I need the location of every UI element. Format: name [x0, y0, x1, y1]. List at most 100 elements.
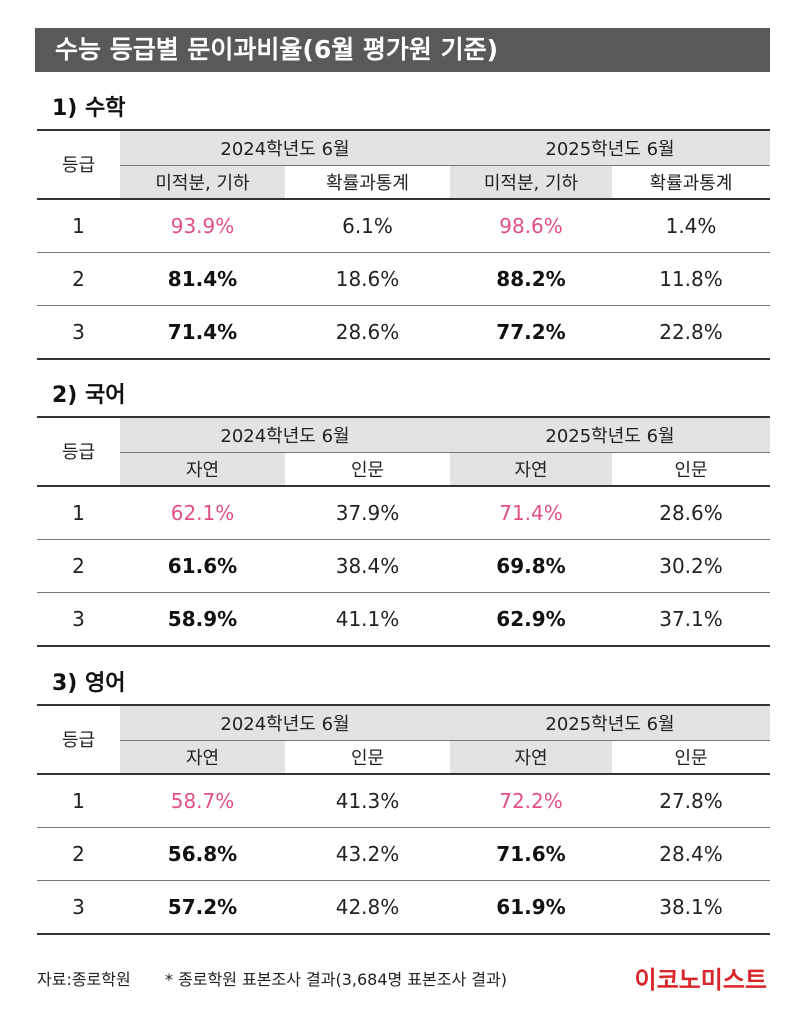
subheader-bg [120, 166, 285, 198]
subheader-bg [450, 741, 612, 773]
grade-cell: 3 [72, 895, 85, 919]
value-cell: 43.2% [335, 842, 400, 866]
value-cell: 77.2% [496, 320, 566, 344]
grade-cell: 1 [72, 501, 85, 525]
grade-header: 등급 [61, 155, 96, 176]
value-cell: 93.9% [170, 214, 235, 238]
sub-header: 자연 [185, 748, 220, 769]
year-header: 2024학년도 6월 [220, 138, 350, 160]
source: 자료:종로학원 [37, 970, 131, 989]
subheader-bg [120, 453, 285, 485]
grade-header: 등급 [61, 730, 96, 751]
row-line [37, 592, 770, 593]
sub-header: 미적분, 기하 [155, 173, 250, 194]
value-cell: 88.2% [496, 267, 566, 291]
value-cell: 37.9% [335, 501, 400, 525]
year-header: 2024학년도 6월 [220, 713, 350, 735]
table-bottom-line [37, 933, 770, 935]
table-bottom-line [37, 358, 770, 360]
sub-header: 인문 [674, 748, 708, 769]
sub-header: 인문 [350, 748, 385, 769]
value-cell: 11.8% [659, 267, 723, 291]
sub-header: 인문 [350, 460, 385, 481]
value-cell: 41.1% [335, 607, 400, 631]
grade-cell: 1 [72, 789, 85, 813]
subheader-bg [450, 453, 612, 485]
year-header: 2025학년도 6월 [545, 425, 675, 447]
header-bottom-line [37, 485, 770, 487]
value-cell: 6.1% [342, 214, 393, 238]
row-line [37, 880, 770, 881]
sub-header: 확률과통계 [326, 173, 409, 194]
value-cell: 62.1% [170, 501, 235, 525]
table-top-line [37, 704, 770, 706]
header-bottom-line [37, 198, 770, 200]
value-cell: 38.4% [335, 554, 400, 578]
year-header: 2025학년도 6월 [545, 138, 675, 160]
table-top-line [37, 416, 770, 418]
sub-header: 미적분, 기하 [483, 173, 579, 194]
row-line [37, 539, 770, 540]
header-bg [120, 705, 770, 740]
grade-cell: 1 [72, 214, 85, 238]
header-bottom-line [37, 773, 770, 775]
value-cell: 72.2% [499, 789, 563, 813]
sub-header: 자연 [514, 460, 548, 481]
subheader-bg [120, 741, 285, 773]
year-header: 2025학년도 6월 [545, 713, 675, 735]
value-cell: 27.8% [659, 789, 723, 813]
value-cell: 38.1% [659, 895, 723, 919]
value-cell: 1.4% [665, 214, 717, 238]
note: * 종로학원 표본조사 결과(3,684명 표본조사 결과) [165, 970, 507, 989]
value-cell: 41.3% [335, 789, 400, 813]
value-cell: 56.8% [167, 842, 238, 866]
section-heading: 1) 수학 [52, 96, 126, 121]
header-line [120, 165, 770, 166]
value-cell: 61.6% [167, 554, 238, 578]
section-heading: 3) 영어 [52, 671, 126, 696]
grade-cell: 3 [72, 607, 85, 631]
value-cell: 42.8% [335, 895, 400, 919]
sub-header: 인문 [674, 460, 708, 481]
value-cell: 18.6% [335, 267, 400, 291]
subheader-bg [450, 166, 612, 198]
value-cell: 71.4% [167, 320, 238, 344]
value-cell: 61.9% [496, 895, 566, 919]
header-bg [120, 417, 770, 452]
sub-header: 자연 [185, 460, 220, 481]
title: 수능 등급별 문이과비율(6월 평가원 기준) [35, 28, 770, 72]
value-cell: 98.6% [499, 214, 563, 238]
header-line [120, 740, 770, 741]
value-cell: 71.6% [496, 842, 566, 866]
value-cell: 62.9% [496, 607, 566, 631]
row-line [37, 827, 770, 828]
grade-cell: 2 [72, 554, 85, 578]
header-bg [120, 130, 770, 165]
section-heading: 2) 국어 [52, 383, 126, 408]
value-cell: 28.4% [659, 842, 723, 866]
sub-header: 확률과통계 [649, 173, 733, 194]
value-cell: 58.7% [170, 789, 235, 813]
table-top-line [37, 129, 770, 131]
value-cell: 57.2% [167, 895, 238, 919]
table-bottom-line [37, 645, 770, 647]
value-cell: 22.8% [659, 320, 723, 344]
value-cell: 58.9% [167, 607, 238, 631]
row-line [37, 305, 770, 306]
value-cell: 28.6% [335, 320, 400, 344]
sub-header: 자연 [514, 748, 548, 769]
value-cell: 71.4% [499, 501, 563, 525]
value-cell: 30.2% [659, 554, 723, 578]
header-line [120, 452, 770, 453]
value-cell: 28.6% [659, 501, 723, 525]
grade-header: 등급 [61, 442, 96, 463]
value-cell: 69.8% [496, 554, 566, 578]
grade-cell: 2 [72, 842, 85, 866]
grade-cell: 3 [72, 320, 85, 344]
value-cell: 81.4% [167, 267, 238, 291]
grade-cell: 2 [72, 267, 85, 291]
value-cell: 37.1% [659, 607, 723, 631]
year-header: 2024학년도 6월 [220, 425, 350, 447]
row-line [37, 252, 770, 253]
